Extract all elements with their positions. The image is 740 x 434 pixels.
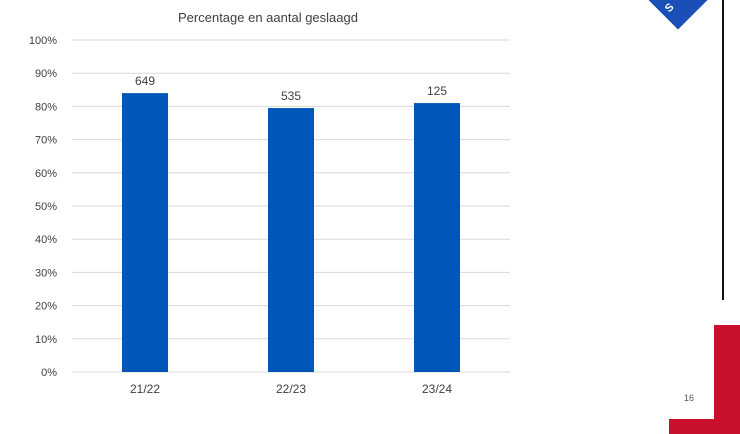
y-tick-label: 80% bbox=[35, 101, 57, 113]
x-axis: 21/22 22/23 23/24 bbox=[130, 382, 452, 396]
data-label: 125 bbox=[427, 84, 447, 98]
logo-badge bbox=[645, 0, 711, 30]
y-tick-label: 10% bbox=[35, 334, 57, 346]
y-tick-label: 0% bbox=[41, 367, 57, 379]
x-tick-label: 21/22 bbox=[130, 382, 160, 396]
y-tick-label: 90% bbox=[35, 68, 57, 80]
right-divider-line bbox=[722, 0, 724, 300]
bar-chart: Percentage en aantal geslaagd 0% 10% 20% 30… bbox=[29, 10, 510, 396]
red-corner-accent-bottom bbox=[669, 419, 740, 434]
page-number: 16 bbox=[684, 393, 695, 403]
y-tick-label: 60% bbox=[35, 168, 57, 180]
bar-23/24 bbox=[414, 103, 460, 372]
data-label: 535 bbox=[281, 89, 301, 103]
red-corner-accent bbox=[714, 325, 740, 434]
x-tick-label: 23/24 bbox=[422, 382, 452, 396]
y-tick-label: 40% bbox=[35, 234, 57, 246]
y-axis: 0% 10% 20% 30% 40% 50% 60% 70% 80% 90% 100% bbox=[29, 35, 57, 379]
y-tick-label: 30% bbox=[35, 267, 57, 279]
y-tick-label: 50% bbox=[35, 201, 57, 213]
bar-21/22 bbox=[122, 93, 168, 373]
data-labels: 649 535 125 bbox=[135, 74, 447, 103]
y-tick-label: 100% bbox=[29, 35, 57, 47]
y-tick-label: 20% bbox=[35, 301, 57, 313]
x-tick-label: 22/23 bbox=[276, 382, 306, 396]
chart-title: Percentage en aantal geslaagd bbox=[178, 10, 358, 25]
bars bbox=[122, 93, 460, 373]
y-tick-label: 70% bbox=[35, 135, 57, 147]
bar-22/23 bbox=[268, 108, 314, 372]
data-label: 649 bbox=[135, 74, 155, 88]
